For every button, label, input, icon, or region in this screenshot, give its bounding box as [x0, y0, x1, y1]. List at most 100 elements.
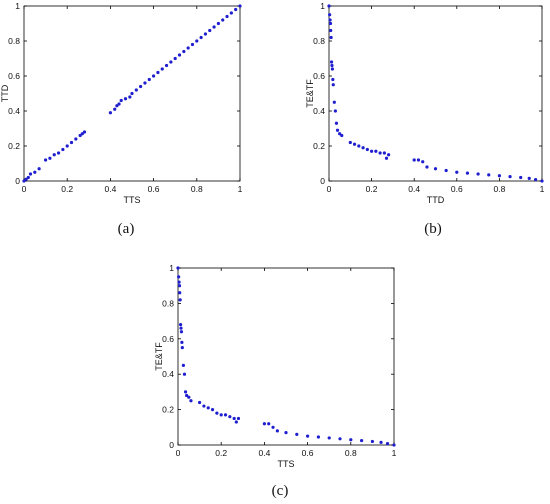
data-point — [519, 175, 523, 180]
data-point — [229, 11, 233, 15]
data-point — [44, 158, 48, 162]
x-tick-label: 0.2 — [366, 184, 378, 194]
data-point — [275, 429, 279, 433]
data-point — [123, 97, 128, 101]
y-tick-label: 0.2 — [313, 141, 325, 151]
data-point — [262, 422, 266, 426]
x-tick-label: 0 — [176, 448, 181, 458]
data-point — [215, 411, 219, 415]
data-point — [295, 432, 299, 436]
data-point — [164, 63, 169, 68]
y-tick-label: 0 — [15, 176, 20, 186]
y-tick-label: 0.4 — [313, 106, 325, 116]
data-point — [22, 179, 26, 183]
data-point — [181, 363, 185, 367]
data-point — [189, 399, 193, 403]
data-point — [365, 147, 369, 152]
data-point — [361, 146, 365, 150]
data-point — [202, 404, 206, 408]
data-point — [465, 171, 470, 175]
data-point — [212, 25, 216, 29]
data-point — [379, 440, 383, 444]
data-point — [352, 142, 357, 146]
x-tick-label: 0.6 — [302, 448, 314, 458]
data-point — [56, 151, 61, 155]
y-axis-label: TTD — [0, 84, 10, 102]
data-point — [26, 175, 30, 180]
y-tick-label: 0.8 — [8, 36, 20, 46]
data-point — [234, 420, 238, 424]
x-tick-label: 0.6 — [148, 184, 160, 194]
data-point — [348, 140, 352, 145]
data-point — [225, 14, 229, 19]
y-tick-label: 0.6 — [162, 334, 174, 344]
data-point — [374, 149, 378, 153]
data-point — [113, 107, 117, 111]
data-point — [195, 39, 199, 43]
data-point — [236, 416, 241, 421]
x-tick-label: 1 — [238, 184, 243, 194]
x-tick-label: 1 — [540, 184, 545, 194]
data-point — [331, 83, 335, 87]
x-tick-label: 0.6 — [451, 184, 463, 194]
data-point — [216, 21, 220, 26]
data-point — [338, 132, 342, 136]
data-point — [178, 291, 182, 295]
data-point — [156, 70, 160, 75]
x-axis-label: TTD — [427, 195, 445, 205]
data-point — [357, 144, 361, 148]
data-point — [52, 153, 56, 157]
x-tick-label: 0.8 — [345, 448, 357, 458]
data-point — [328, 13, 332, 17]
x-tick-label: 0.2 — [61, 184, 73, 194]
data-point — [33, 170, 37, 174]
data-point — [119, 98, 123, 103]
data-point — [327, 436, 331, 440]
data-point — [433, 167, 438, 171]
y-axis-label: TE&TF — [154, 342, 164, 371]
plot-frame — [328, 5, 543, 182]
data-point — [169, 60, 173, 64]
data-point — [208, 28, 212, 33]
data-point — [177, 275, 181, 279]
data-point — [185, 393, 189, 398]
data-point — [182, 49, 186, 54]
data-point — [378, 151, 382, 155]
data-point — [444, 168, 448, 173]
data-point — [176, 266, 180, 270]
data-point — [177, 284, 182, 288]
y-tick-label: 0.4 — [8, 106, 20, 116]
x-tick-label: 0 — [327, 184, 332, 194]
data-point — [412, 158, 416, 162]
x-tick-label: 0.8 — [493, 184, 505, 194]
data-point — [228, 415, 232, 419]
data-point — [82, 130, 87, 134]
data-point — [160, 67, 164, 71]
data-point — [387, 153, 391, 157]
y-tick-label: 1 — [320, 1, 325, 11]
data-point — [69, 140, 74, 145]
data-point — [152, 74, 156, 78]
y-tick-label: 1 — [15, 1, 20, 11]
data-point — [306, 434, 310, 438]
data-point — [370, 439, 374, 444]
plot-frame — [177, 267, 395, 446]
data-point — [271, 425, 275, 429]
data-point — [221, 18, 225, 22]
data-point — [37, 167, 41, 171]
data-point — [178, 298, 182, 302]
data-point — [384, 156, 389, 160]
data-point — [392, 443, 396, 447]
caption-a: (a) — [117, 221, 135, 237]
data-point — [328, 18, 332, 22]
data-point — [328, 21, 333, 26]
x-tick-label: 0.4 — [408, 184, 420, 194]
chart-b: 0 0.2 0.4 0.6 0.8 1 0 0.2 0.4 0.6 0.8 1 TTD TE&TF — [305, 1, 545, 205]
data-point — [48, 156, 52, 160]
data-point — [219, 413, 223, 417]
data-point — [198, 400, 202, 405]
data-point — [223, 413, 228, 417]
data-point — [206, 406, 210, 410]
x-axis-label: TTS — [124, 195, 141, 205]
data-point — [179, 326, 183, 330]
